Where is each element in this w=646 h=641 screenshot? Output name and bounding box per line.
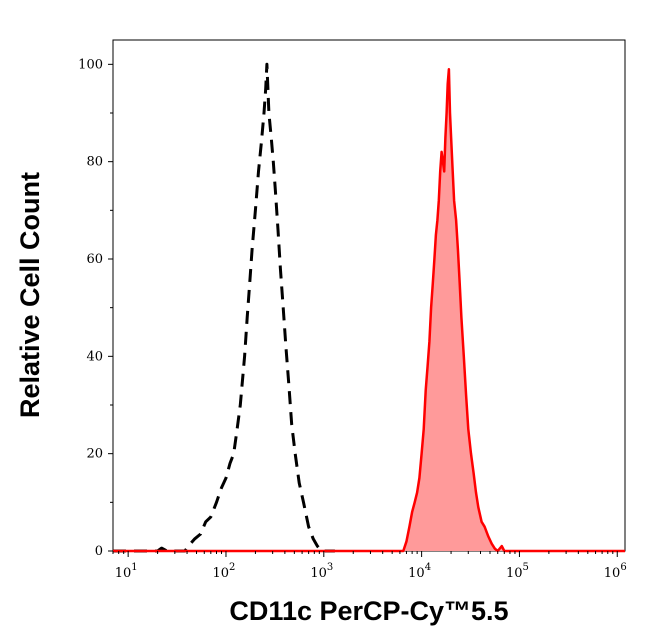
series-layer <box>113 62 625 553</box>
x-tick-label: 106 <box>604 562 627 581</box>
x-tick-label: 104 <box>408 562 431 581</box>
x-tick-label: 101 <box>115 562 138 581</box>
x-tick-label: 105 <box>506 562 529 581</box>
x-tick-label: 102 <box>213 562 236 581</box>
y-tick-label: 80 <box>86 155 103 170</box>
y-axis-ticks: 0 20 40 60 80 100 <box>78 57 113 559</box>
y-tick-label: 60 <box>86 252 103 267</box>
y-tick-label: 100 <box>78 57 103 72</box>
y-tick-label: 40 <box>86 349 103 364</box>
series-1-fill <box>113 69 625 551</box>
plot-frame <box>112 39 626 552</box>
y-tick-label: 0 <box>95 544 103 559</box>
x-tick-label: 103 <box>310 562 333 581</box>
x-axis-title: CD11c PerCP-Cy™5.5 <box>229 596 508 626</box>
series-0-line <box>113 62 335 553</box>
y-axis-title: Relative Cell Count <box>15 172 45 418</box>
y-tick-label: 20 <box>86 447 103 462</box>
series-1-line <box>113 67 625 553</box>
x-axis-ticks: 101 102 103 104 105 106 <box>112 551 627 581</box>
